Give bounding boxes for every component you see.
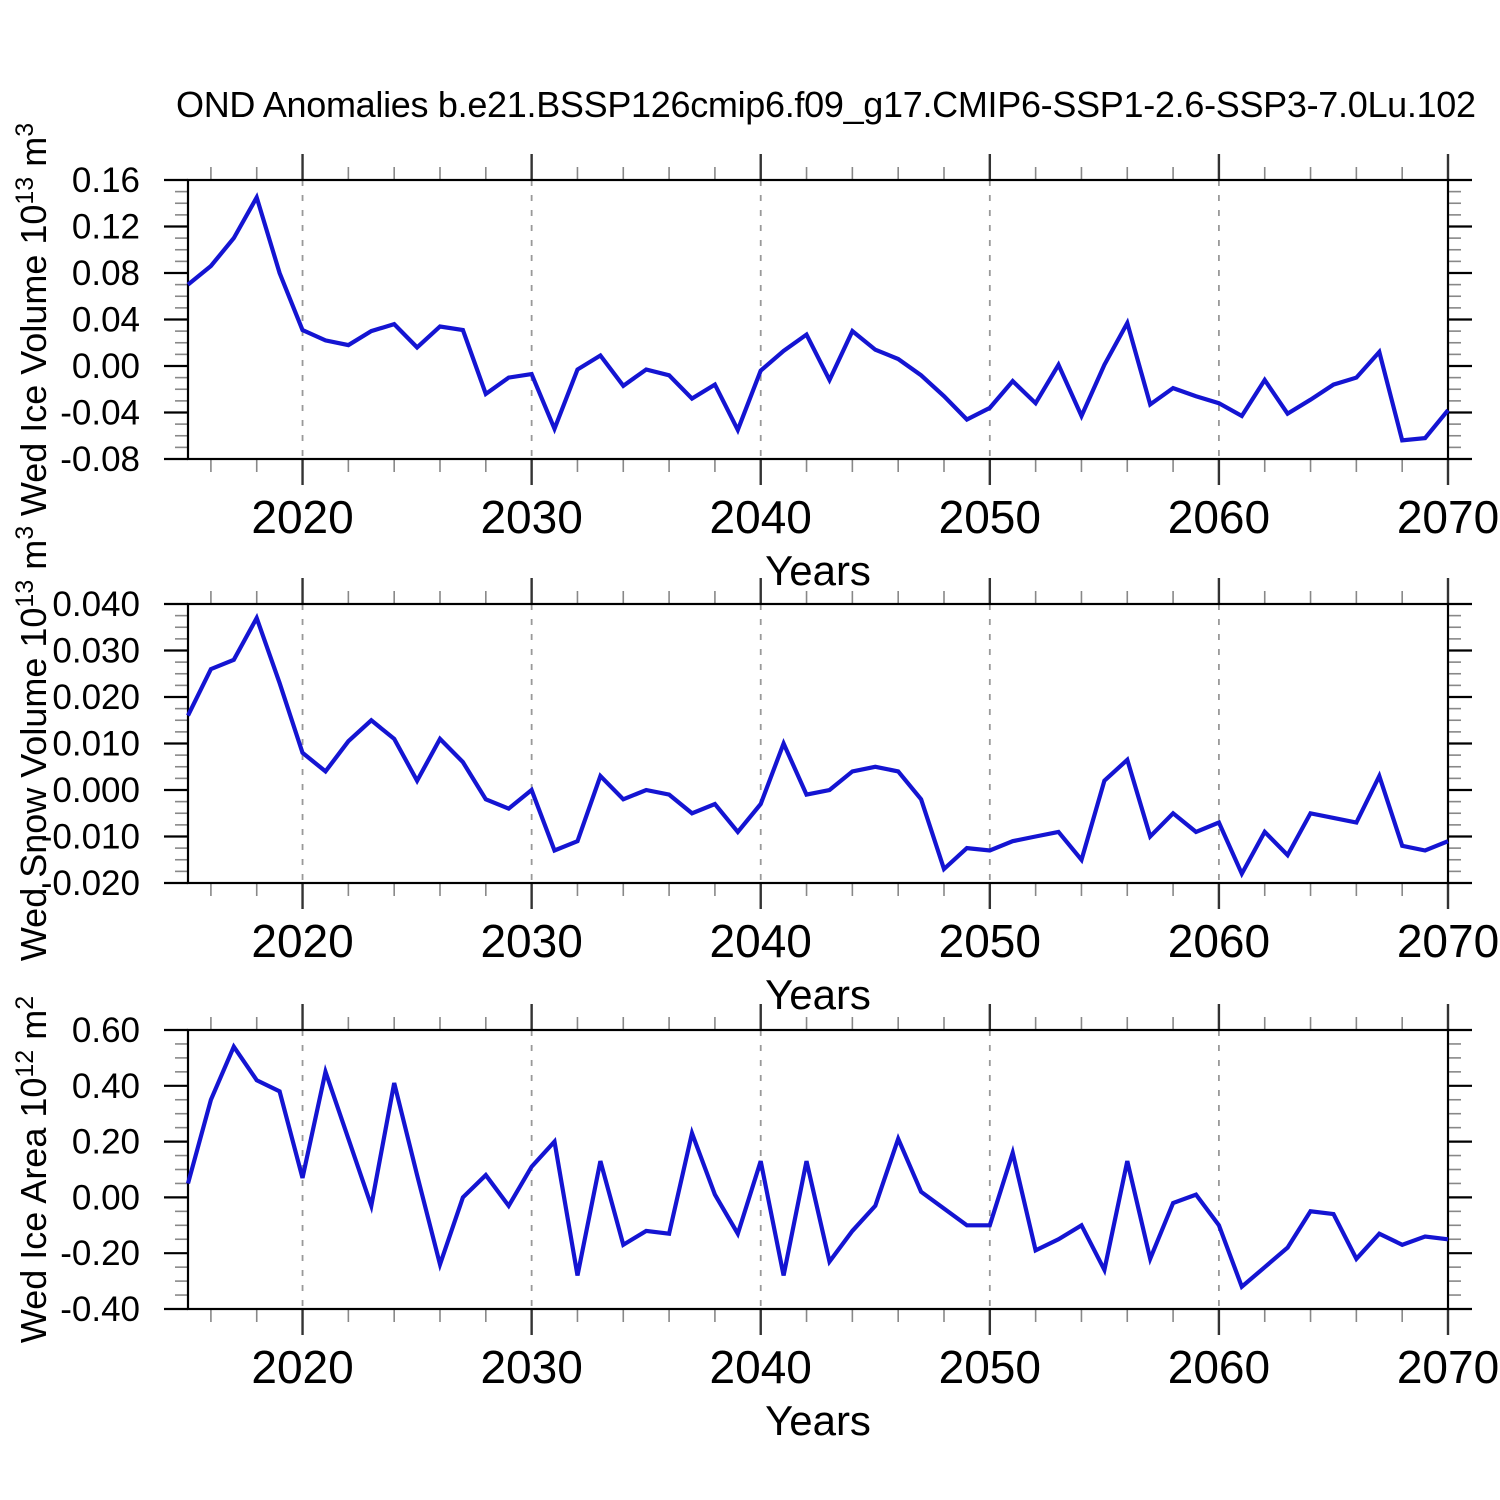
x-axis-title: Years <box>765 971 871 1018</box>
y-tick-label: 0.04 <box>72 301 140 340</box>
x-tick-label: 2060 <box>1168 491 1270 543</box>
y-tick-label: 0.20 <box>72 1123 140 1162</box>
y-tick-label: -0.010 <box>41 818 140 857</box>
y-tick-label: 0.16 <box>72 161 140 200</box>
y-tick-label: -0.40 <box>60 1290 140 1329</box>
y-tick-label: 0.000 <box>52 771 140 810</box>
y-tick-label: 0.010 <box>52 725 140 764</box>
plot-frame <box>186 178 1450 461</box>
y-tick-label: 0.08 <box>72 254 140 293</box>
x-tick-label: 2060 <box>1168 915 1270 967</box>
y-tick-label: 0.040 <box>52 585 140 624</box>
x-tick-label: 2050 <box>939 1341 1041 1393</box>
panel-wed-ice-area: 0.60 0.40 0.20 0.00 -0.20 -0.40 2020 2030 2040 20… <box>11 996 1499 1444</box>
x-tick-label: 2020 <box>251 915 353 967</box>
y-tick-label: 0.40 <box>72 1067 140 1106</box>
plot-title: OND Anomalies b.e21.BSSP126cmip6.f09_g17… <box>176 84 1476 125</box>
x-tick-label: 2040 <box>710 1341 812 1393</box>
x-tick-label: 2040 <box>710 491 812 543</box>
data-curve-wed-ice-area <box>185 1042 1449 1291</box>
panel-wed-snow-volume: 0.040 0.030 0.020 0.010 0.000 -0.010 -0.020 202… <box>11 526 1499 1018</box>
y-axis-title-wed-ice-volume: Wed Ice Volume 1013 m3 <box>11 123 54 516</box>
y-tick-label: 0.60 <box>72 1011 140 1050</box>
x-tick-label: 2020 <box>251 491 353 543</box>
y-tick-label: -0.20 <box>60 1234 140 1273</box>
x-tick-label: 2030 <box>480 1341 582 1393</box>
y-tick-label: 0.12 <box>72 208 140 247</box>
plot-frame <box>186 602 1450 885</box>
y-axis-title-wed-snow-volume: Wed Snow Volume 1013 m3 <box>11 526 54 961</box>
y-tick-label: 0.00 <box>72 347 140 386</box>
y-axis-title-wed-ice-area: Wed Ice Area 1012 m2 <box>11 996 54 1343</box>
plot-frame <box>186 1028 1450 1311</box>
y-tick-label: -0.020 <box>41 864 140 903</box>
data-curve-wed-ice-volume <box>186 192 1450 443</box>
x-tick-label: 2020 <box>251 1341 353 1393</box>
x-tick-label: 2060 <box>1168 1341 1270 1393</box>
x-tick-label: 2070 <box>1397 915 1499 967</box>
x-tick-label: 2070 <box>1397 1341 1499 1393</box>
y-tick-label: 0.020 <box>52 678 140 717</box>
x-tick-label: 2050 <box>939 491 1041 543</box>
y-tick-label: -0.08 <box>60 440 140 479</box>
data-curve-wed-snow-volume <box>186 612 1449 879</box>
x-tick-label: 2070 <box>1397 491 1499 543</box>
panel-wed-ice-volume: 0.16 0.12 0.08 0.04 0.00 -0.04 -0.08 2020 2030 20… <box>11 123 1499 594</box>
x-tick-label: 2030 <box>480 915 582 967</box>
y-tick-label: -0.04 <box>60 394 140 433</box>
x-tick-label: 2030 <box>480 491 582 543</box>
y-tick-label: 0.030 <box>52 632 140 671</box>
x-axis-title: Years <box>765 547 871 594</box>
x-tick-label: 2040 <box>710 915 812 967</box>
x-axis-title: Years <box>765 1397 871 1444</box>
x-tick-label: 2050 <box>939 915 1041 967</box>
y-tick-label: 0.00 <box>72 1178 140 1217</box>
